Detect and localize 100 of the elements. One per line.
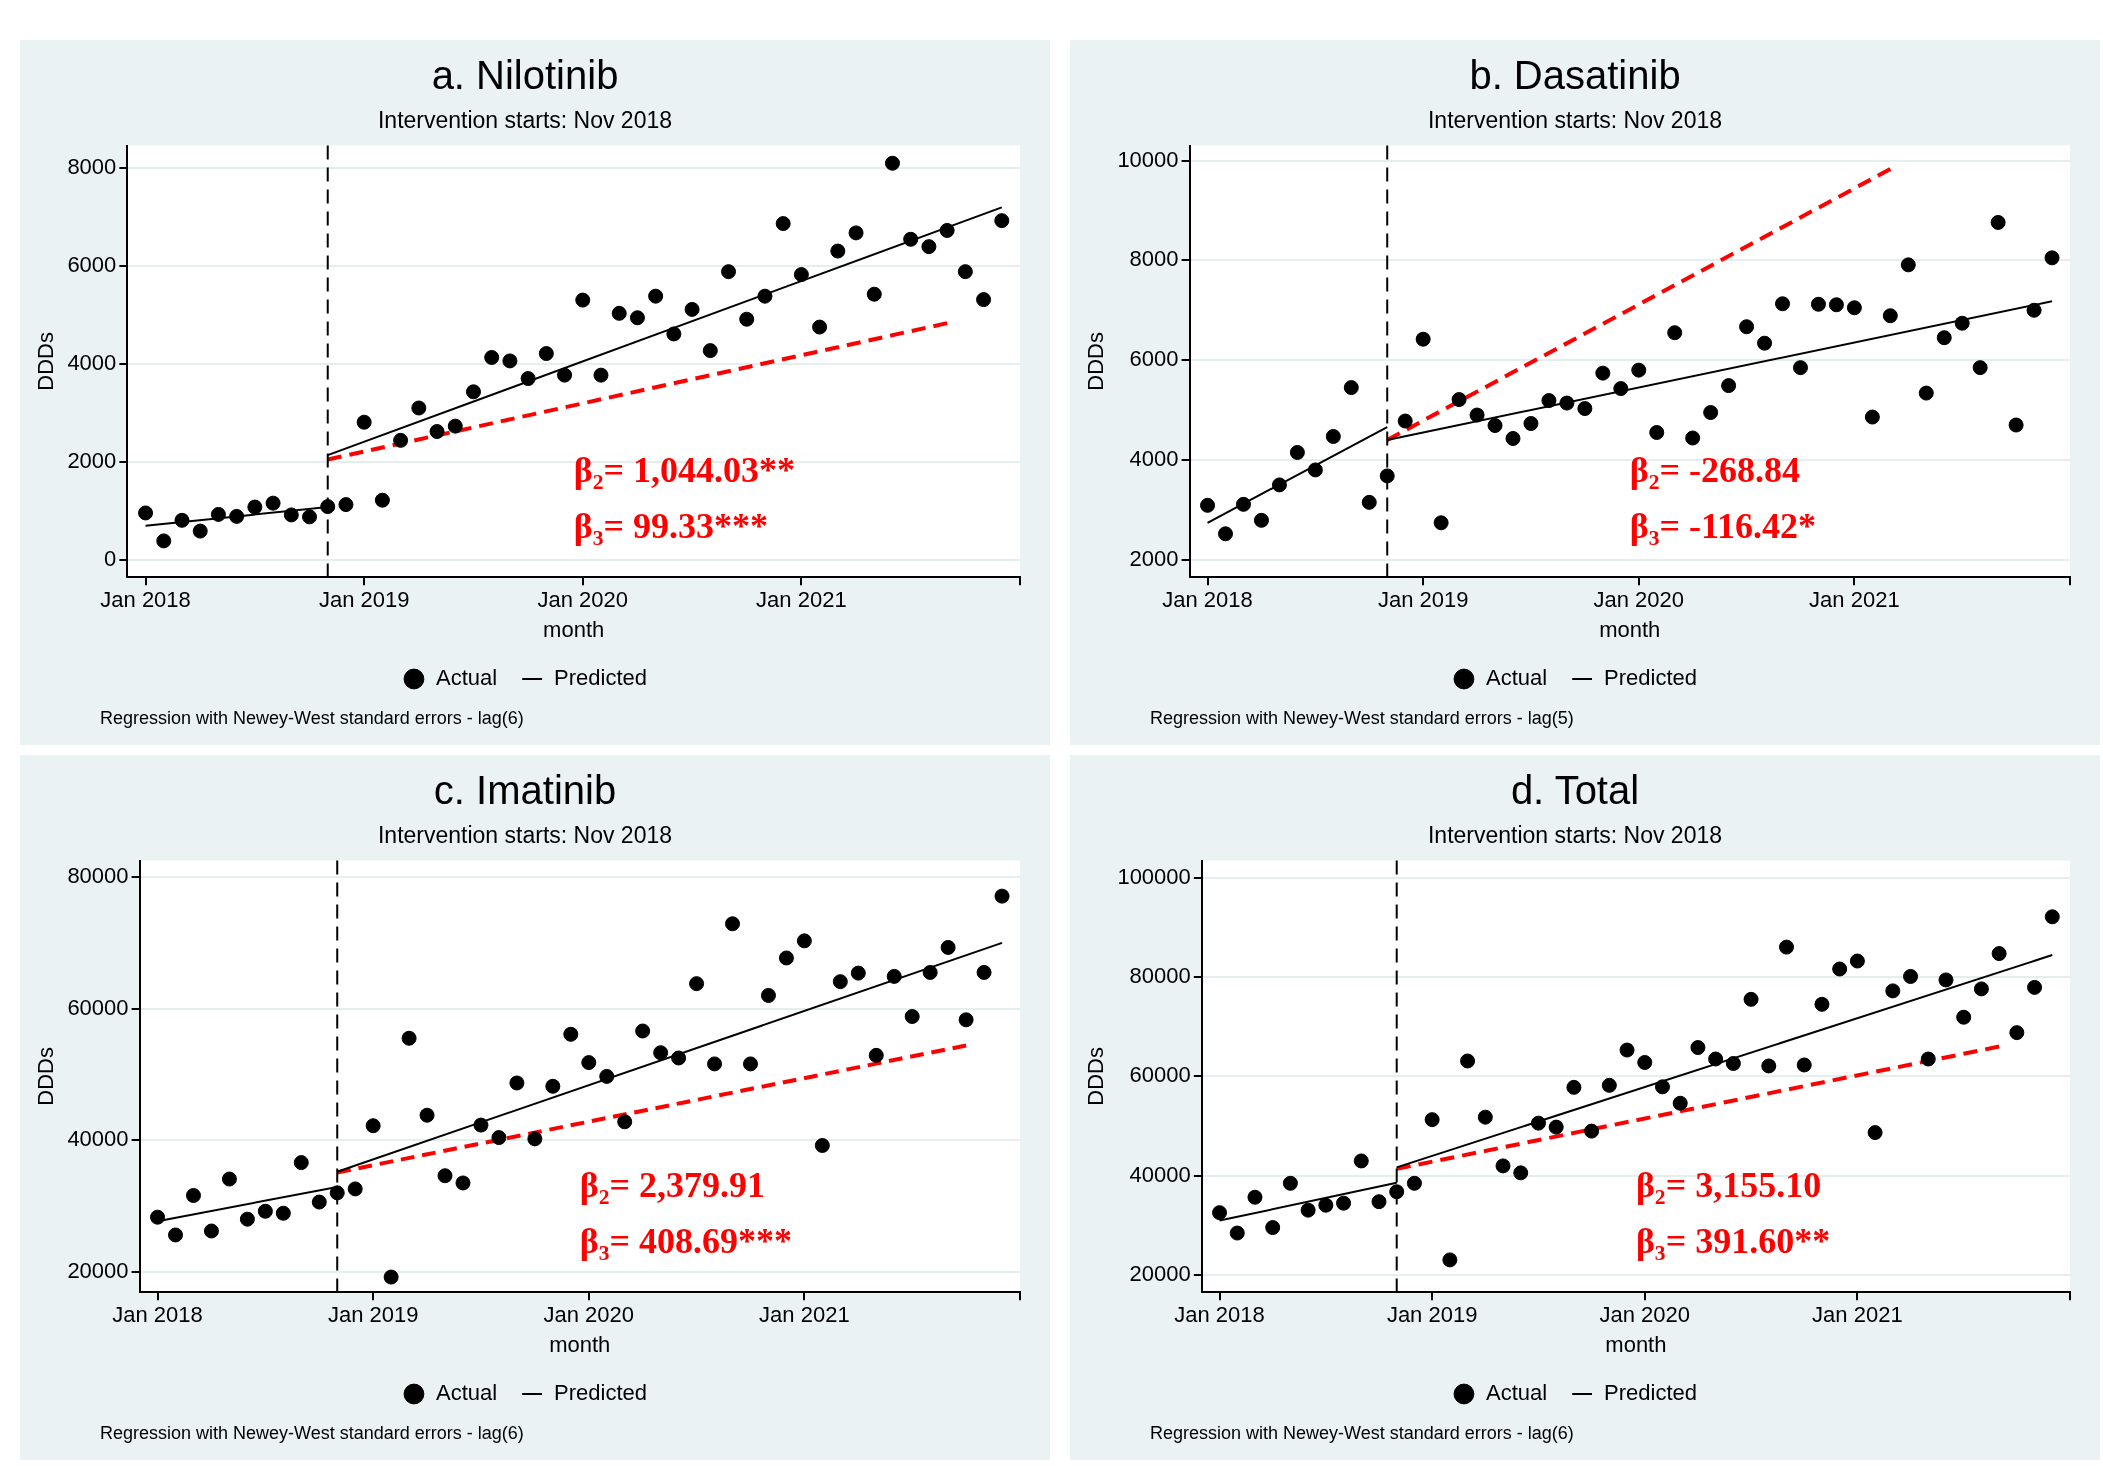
point (721, 264, 737, 280)
point (671, 1050, 687, 1066)
y-tick-label: 8000 (67, 153, 117, 179)
y-axis-title: DDDs (1083, 1047, 1109, 1106)
point (437, 1168, 453, 1184)
point (138, 505, 154, 521)
point (2027, 979, 2043, 995)
point (1424, 1112, 1440, 1128)
point (1613, 381, 1629, 397)
point (1757, 335, 1773, 351)
point (976, 292, 992, 308)
chart-title: c. Imatinib (433, 768, 617, 813)
point (1972, 360, 1988, 376)
point (1406, 1175, 1422, 1191)
point (1577, 401, 1593, 417)
point (329, 1185, 345, 1201)
point (1690, 1040, 1706, 1056)
point (775, 216, 791, 232)
y-tick-label: 2000 (1129, 545, 1179, 571)
legend-label: Actual (435, 665, 498, 691)
point (419, 1107, 435, 1123)
point (1212, 1205, 1228, 1221)
point (707, 1056, 723, 1072)
point (203, 1223, 219, 1239)
point (684, 301, 700, 317)
point (1631, 362, 1647, 378)
annotation: β₃= 99.33*** (573, 506, 768, 547)
point (1832, 961, 1848, 977)
point (1235, 496, 1251, 512)
point (1495, 1158, 1511, 1174)
point (1289, 444, 1305, 460)
text: Regression with Newey-West standard errors - lag(5) (1150, 708, 1574, 729)
point (2026, 302, 2042, 318)
point (174, 512, 190, 528)
chart-subtitle: Intervention starts: Nov 2018 (377, 822, 673, 849)
point (868, 1047, 884, 1063)
point (1325, 428, 1341, 444)
point (283, 507, 299, 523)
point (1775, 296, 1791, 312)
text: Regression with Newey-West standard errors - lag(6) (1150, 1423, 1574, 1444)
y-tick-label: 40000 (1129, 1161, 1191, 1187)
point (689, 976, 705, 992)
point (520, 371, 536, 387)
point (484, 349, 500, 365)
point (958, 1012, 974, 1028)
point (229, 508, 245, 524)
point (1566, 1079, 1582, 1095)
point (1637, 1054, 1653, 1070)
annotation: β₂= -268.84 (1629, 450, 1801, 491)
point (725, 916, 741, 932)
point (1379, 468, 1395, 484)
point (1541, 393, 1557, 409)
legend-label: Predicted (1604, 1380, 1698, 1406)
point (156, 533, 172, 549)
chart-title: b. Dasatinib (1469, 53, 1681, 98)
point (1779, 939, 1795, 955)
x-tick-label: Jan 2019 (1377, 587, 1469, 613)
point (1864, 409, 1880, 425)
point (1739, 319, 1755, 335)
x-tick-label: Jan 2021 (759, 1302, 850, 1328)
point (247, 499, 263, 515)
chart-subtitle: Intervention starts: Nov 2018 (1427, 107, 1723, 134)
point (830, 243, 846, 259)
point (1918, 385, 1934, 401)
point (401, 1030, 417, 1046)
point (168, 1227, 184, 1243)
point (1601, 1077, 1617, 1093)
point (922, 964, 938, 980)
point (557, 367, 573, 383)
y-tick-label: 40000 (67, 1126, 129, 1152)
point (1685, 430, 1701, 446)
point (473, 1117, 489, 1133)
point (455, 1175, 471, 1191)
point (1371, 1194, 1387, 1210)
point (1792, 360, 1808, 376)
point (866, 286, 882, 302)
point (365, 1118, 381, 1134)
point (1460, 1053, 1476, 1069)
annotation: β₃= 391.60** (1635, 1221, 1831, 1262)
y-tick-label: 8000 (1129, 246, 1179, 272)
point (1253, 512, 1269, 528)
y-tick-label: 10000 (1117, 146, 1179, 172)
point (2044, 250, 2060, 266)
legend-label: Actual (435, 1380, 498, 1406)
point (563, 1026, 579, 1042)
point (1903, 968, 1919, 984)
point (1810, 296, 1826, 312)
annotation: β₂= 1,044.03** (573, 450, 795, 491)
point (593, 367, 609, 383)
point (1469, 407, 1485, 423)
point (1595, 365, 1611, 381)
point (1451, 392, 1467, 408)
y-tick-label: 6000 (67, 251, 117, 277)
y-tick-label: 60000 (1129, 1062, 1191, 1088)
point (383, 1269, 399, 1285)
point (239, 1211, 255, 1227)
point (940, 939, 956, 955)
point (793, 267, 809, 283)
point (1990, 214, 2006, 230)
x-tick-label: Jan 2018 (1174, 1302, 1265, 1328)
